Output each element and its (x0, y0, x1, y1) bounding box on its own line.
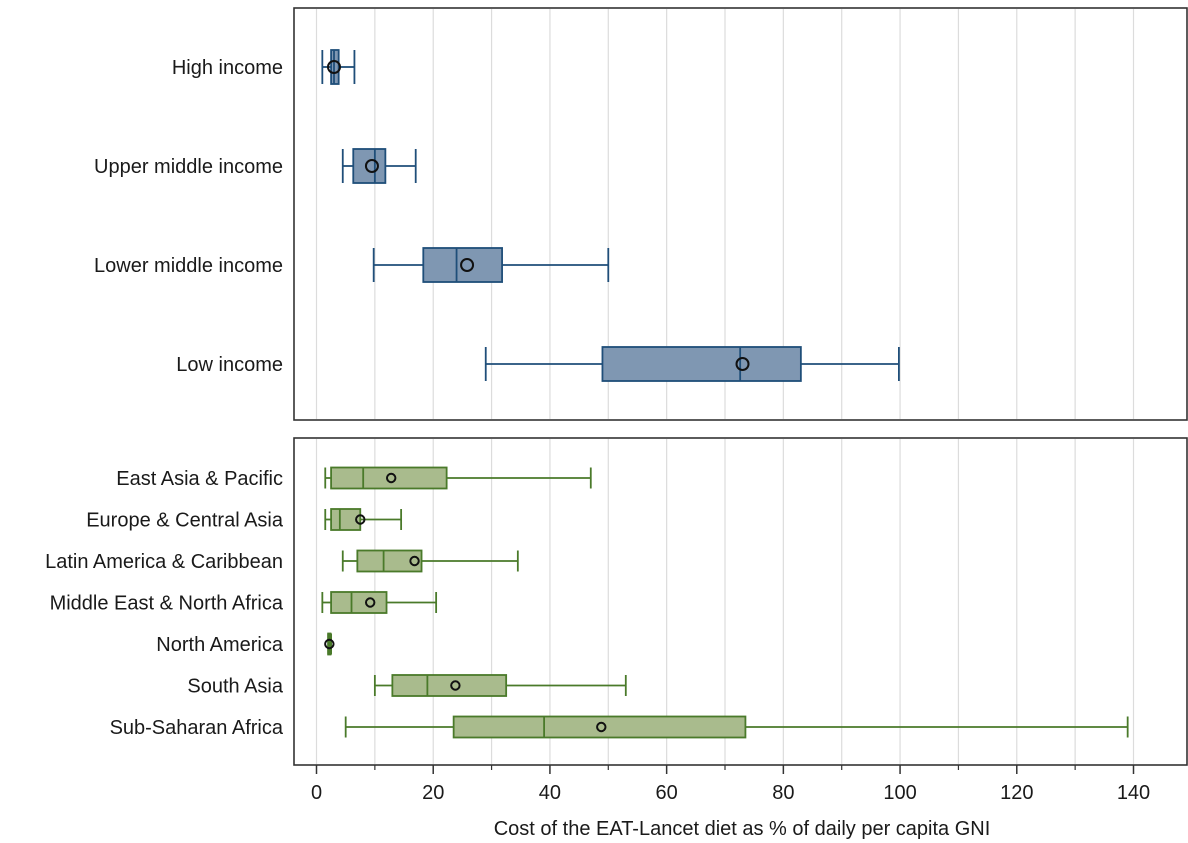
boxes (321, 49, 1129, 739)
category-label: Upper middle income (94, 156, 283, 178)
mean-marker (364, 597, 376, 608)
category-label: Sub-Saharan Africa (110, 717, 284, 739)
box-iqr (601, 346, 802, 382)
category-label: Europe & Central Asia (86, 510, 284, 532)
x-axis: 0 20 40 60 80 100 120 140 (311, 765, 1150, 804)
mean-marker (596, 721, 607, 733)
panel-frames (293, 7, 1188, 766)
mean-marker (327, 60, 342, 74)
category-label: Low income (176, 354, 283, 376)
mean-marker (385, 472, 397, 484)
category-label: Middle East & North Africa (50, 593, 284, 615)
category-label: High income (172, 57, 283, 79)
x-tick-label: 60 (656, 782, 678, 804)
category-label: Latin America & Caribbean (45, 551, 283, 573)
category-labels: High income Upper middle income Lower midd… (45, 57, 284, 739)
box-iqr (330, 466, 448, 490)
box-iqr (356, 549, 423, 573)
x-tick-label: 80 (772, 782, 794, 804)
panel-frame-region (293, 437, 1188, 766)
box-iqr (330, 508, 362, 531)
mean-marker (460, 258, 475, 272)
box-low-income (484, 346, 900, 382)
x-tick-label: 140 (1117, 782, 1150, 804)
box-iqr (391, 674, 508, 697)
gridlines (315, 9, 1135, 764)
x-tick-label: 40 (539, 782, 561, 804)
box-iqr (330, 591, 388, 614)
category-label: North America (156, 634, 284, 656)
box-iqr (422, 247, 503, 283)
box-upper-middle-income (341, 148, 417, 184)
x-axis-title: Cost of the EAT-Lancet diet as % of dail… (494, 818, 991, 840)
mean-marker (355, 514, 366, 525)
box-iqr (452, 715, 747, 739)
mean-marker (364, 159, 379, 173)
box-north-america (324, 632, 335, 656)
x-tick-label: 120 (1000, 782, 1033, 804)
x-tick-label: 100 (883, 782, 916, 804)
panel-frame-income (293, 7, 1188, 421)
category-label: East Asia & Pacific (116, 468, 283, 490)
box-high-income (321, 49, 356, 85)
box-latin-america-caribbean (341, 549, 519, 573)
box-east-asia-pacific (324, 466, 592, 490)
mean-marker (324, 638, 335, 650)
box-south-asia (373, 674, 627, 697)
box-lower-middle-income (372, 247, 610, 283)
x-tick-label: 20 (422, 782, 444, 804)
x-tick-label: 0 (311, 782, 322, 804)
box-europe-central-asia (324, 508, 403, 531)
mean-marker (735, 357, 750, 371)
box-sub-saharan-africa (344, 715, 1129, 739)
box-middle-east-north-africa (321, 591, 438, 614)
box-iqr (352, 148, 387, 184)
mean-marker (409, 555, 420, 567)
category-label: Lower middle income (94, 255, 283, 277)
category-label: South Asia (187, 676, 284, 698)
mean-marker (450, 680, 461, 691)
